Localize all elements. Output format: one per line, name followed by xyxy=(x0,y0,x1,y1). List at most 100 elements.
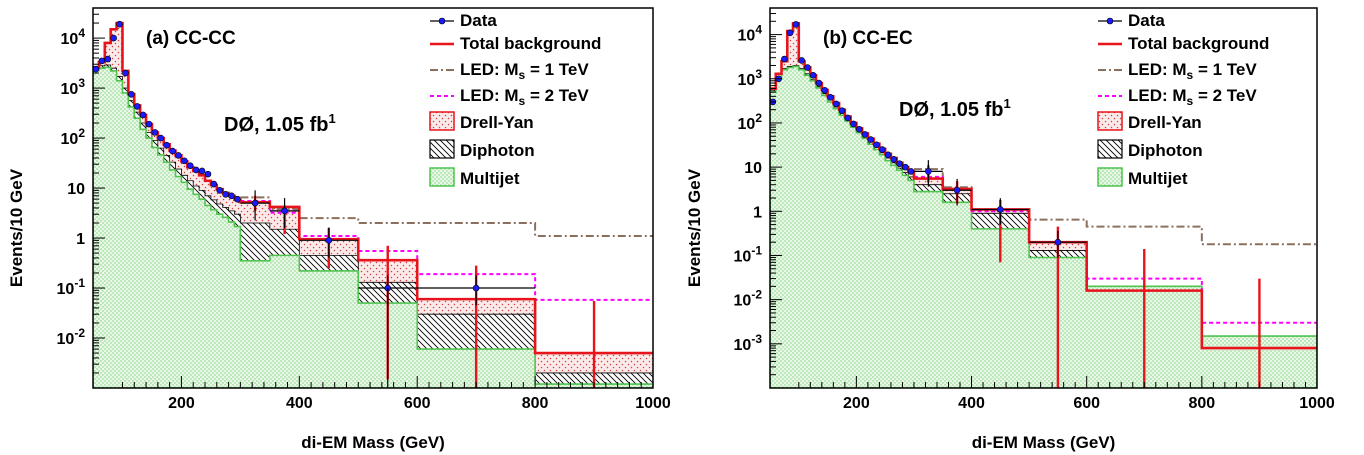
legend-multijet-swatch xyxy=(1097,167,1123,187)
data-point xyxy=(1054,238,1062,246)
legend-led1-rest: = 1 TeV xyxy=(1193,60,1257,79)
data-point xyxy=(116,20,123,28)
y-tick-mantissa: 10 xyxy=(57,281,75,298)
legend-led2-label: LED: Ms = 2 TeV xyxy=(1128,86,1257,108)
data-point xyxy=(907,168,915,175)
legend-diphoton-swatch xyxy=(429,139,455,159)
y-tick-exponent: 2 xyxy=(755,111,762,125)
legend-multijet-swatch xyxy=(429,167,455,187)
panel-cc-cc: 200 400 600 800 100010-210-1110102103104di-E… xyxy=(7,7,671,452)
y-axis-title: Events/10 GeV xyxy=(7,168,26,287)
legend-led2-sub: s xyxy=(1187,94,1194,108)
x-tick-label: 200 xyxy=(168,395,195,412)
x-tick-label: 800 xyxy=(1188,395,1215,412)
data-point xyxy=(902,163,909,171)
data-point xyxy=(997,206,1004,213)
data-point xyxy=(139,111,147,119)
data-point xyxy=(850,120,857,128)
y-tick-label: 10-2 xyxy=(734,288,763,310)
legend-data-label: Data xyxy=(1128,11,1165,30)
x-tick-label: 1000 xyxy=(1299,395,1335,412)
data-point xyxy=(867,136,875,143)
data-point xyxy=(815,79,823,87)
data-point xyxy=(133,103,141,110)
y-tick-mantissa: 10 xyxy=(61,131,79,148)
x-axis-title: di-EM Mass (GeV) xyxy=(301,433,445,452)
y-tick-label: 1 xyxy=(753,204,762,221)
data-point xyxy=(472,284,480,292)
data-point xyxy=(873,141,880,149)
x-tick-label: 400 xyxy=(286,395,313,412)
legend-led2-main: LED: M xyxy=(1128,86,1187,105)
legend-total-label: Total background xyxy=(460,34,601,53)
y-tick-label: 1 xyxy=(76,231,85,248)
data-point xyxy=(198,167,206,175)
data-point xyxy=(210,180,218,188)
panel-cc-ec: 200 400 600 800 100010-310-210-1110102103104… xyxy=(685,7,1335,452)
y-tick-label: 10-1 xyxy=(734,243,763,265)
y-tick-mantissa: 10 xyxy=(57,331,75,348)
panel-label: (a) CC-CC xyxy=(146,28,236,49)
data-point xyxy=(281,207,288,215)
legend-dy-label: Drell-Yan xyxy=(1128,113,1202,132)
experiment-label: DØ, 1.05 fb1 xyxy=(224,111,336,136)
data-point xyxy=(844,114,852,122)
data-point xyxy=(821,86,829,94)
legend-led1-rest: = 1 TeV xyxy=(525,60,589,79)
led-ms1-line xyxy=(240,196,653,237)
legend-led1-sub: s xyxy=(1187,68,1194,82)
data-point xyxy=(98,57,106,65)
y-tick-exponent: 2 xyxy=(78,126,85,140)
data-point xyxy=(251,199,259,207)
data-point xyxy=(878,146,886,153)
plot-area xyxy=(770,21,1317,388)
y-tick-mantissa: 10 xyxy=(61,81,79,98)
data-point xyxy=(222,190,229,198)
legend-led1-sub: s xyxy=(519,68,526,82)
y-tick-mantissa: 10 xyxy=(67,181,85,198)
data-point xyxy=(163,141,170,149)
data-point xyxy=(110,34,117,42)
legend-led2-main: LED: M xyxy=(460,86,519,105)
data-point xyxy=(145,120,153,128)
multijet-fill xyxy=(93,66,653,388)
data-point xyxy=(861,131,869,138)
data-point xyxy=(228,192,235,200)
legend-data-marker xyxy=(1106,17,1114,25)
y-tick-label: 10-3 xyxy=(734,332,763,354)
y-tick-label: 104 xyxy=(738,23,763,45)
data-point xyxy=(122,69,129,77)
y-tick-label: 104 xyxy=(61,26,86,48)
y-tick-mantissa: 10 xyxy=(734,248,752,265)
data-point xyxy=(786,29,794,37)
legend-data-label: Data xyxy=(460,11,497,30)
data-point xyxy=(181,157,188,165)
legend-multijet-label: Multijet xyxy=(460,169,520,188)
data-point xyxy=(953,186,961,194)
legend-multijet-label: Multijet xyxy=(1128,169,1188,188)
legend-diphoton-label: Diphoton xyxy=(460,141,535,160)
legend-diphoton-swatch xyxy=(1097,139,1123,159)
data-point xyxy=(234,195,241,203)
y-tick-mantissa: 1 xyxy=(753,204,762,221)
led-ms2-line xyxy=(240,200,653,301)
y-tick-mantissa: 10 xyxy=(734,337,752,354)
y-tick-mantissa: 10 xyxy=(738,28,756,45)
y-axis-title: Events/10 GeV xyxy=(685,168,704,287)
legend-led1-main: LED: M xyxy=(460,60,519,79)
y-tick-label: 10 xyxy=(744,160,762,177)
y-tick-label: 10-2 xyxy=(57,326,86,348)
legend: Data Total background LED: Ms = 1 TeV LED: … xyxy=(429,11,601,188)
data-point xyxy=(827,94,834,101)
data-point xyxy=(832,100,840,108)
data-point xyxy=(792,21,800,28)
data-point xyxy=(798,57,805,64)
data-point xyxy=(128,91,135,98)
multijet-fill xyxy=(770,65,1317,388)
data-point xyxy=(838,107,846,114)
data-point xyxy=(890,156,898,163)
data-point xyxy=(186,162,194,170)
plot-frame xyxy=(92,7,654,389)
y-tick-exponent: -1 xyxy=(74,276,85,290)
